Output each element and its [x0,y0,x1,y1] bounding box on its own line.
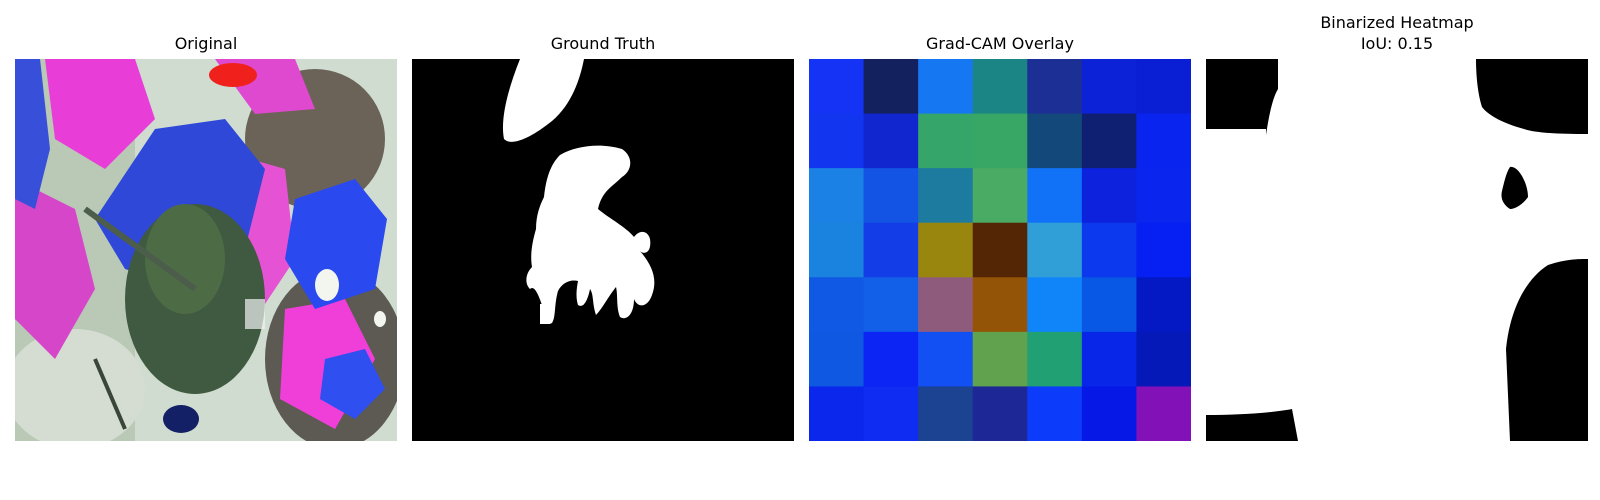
grad-cam-title: Grad-CAM Overlay [926,34,1074,53]
heatmap-cell [972,222,1028,278]
heatmap-cell [1136,222,1191,278]
heatmap-cell [1136,113,1191,169]
original-image [15,59,397,441]
grad-cam-overlay [809,59,1191,441]
heatmap-cell [918,277,974,333]
heatmap-cell [863,277,919,333]
heatmap-cell [863,222,919,278]
heatmap-cell [1027,277,1083,333]
heatmap-cell [1027,386,1083,441]
heatmap-cell [809,168,865,224]
heatmap-cell [918,222,974,278]
heatmap-cell [1081,113,1137,169]
heatmap-cell [809,222,865,278]
heatmap-cell [1081,277,1137,333]
heatmap-cell [972,331,1028,387]
heatmap-cell [1081,168,1137,224]
heatmap-cell [863,386,919,441]
binarized-heatmap [1206,59,1588,441]
heatmap-cell [1081,222,1137,278]
heatmap-cell [1027,113,1083,169]
heatmap-cell [1027,168,1083,224]
heatmap-cell [1081,59,1137,115]
heatmap-cell [1027,59,1083,115]
heatmap-cell [1027,331,1083,387]
heatmap-cell [863,168,919,224]
heatmap-cell [918,386,974,441]
heatmap-cell [1136,277,1191,333]
heatmap-cell [972,277,1028,333]
heatmap-cell [809,277,865,333]
heatmap-cell [918,113,974,169]
heatmap-cell [918,168,974,224]
heatmap-cell [809,331,865,387]
heatmap-grid [809,59,1191,441]
binarized-heatmap-title: Binarized Heatmap [1320,13,1474,32]
heatmap-cell [809,59,865,115]
heatmap-cell [863,331,919,387]
heatmap-cell [972,113,1028,169]
heatmap-cell [972,168,1028,224]
heatmap-cell [1136,168,1191,224]
ground-truth-mask [412,59,794,441]
heatmap-cell [1081,386,1137,441]
heatmap-cell [1136,386,1191,441]
heatmap-cell [1136,59,1191,115]
heatmap-cell [1136,331,1191,387]
iou-score: IoU: 0.15 [1360,34,1434,53]
heatmap-cell [918,331,974,387]
heatmap-cell [863,113,919,169]
heatmap-cell [972,386,1028,441]
heatmap-cell [863,59,919,115]
heatmap-cell [972,59,1028,115]
heatmap-cell [918,59,974,115]
heatmap-cell [1081,331,1137,387]
ground-truth-title: Ground Truth [550,34,656,53]
original-title: Original [174,34,238,53]
heatmap-cell [809,113,865,169]
heatmap-cell [1027,222,1083,278]
heatmap-cell [809,386,865,441]
